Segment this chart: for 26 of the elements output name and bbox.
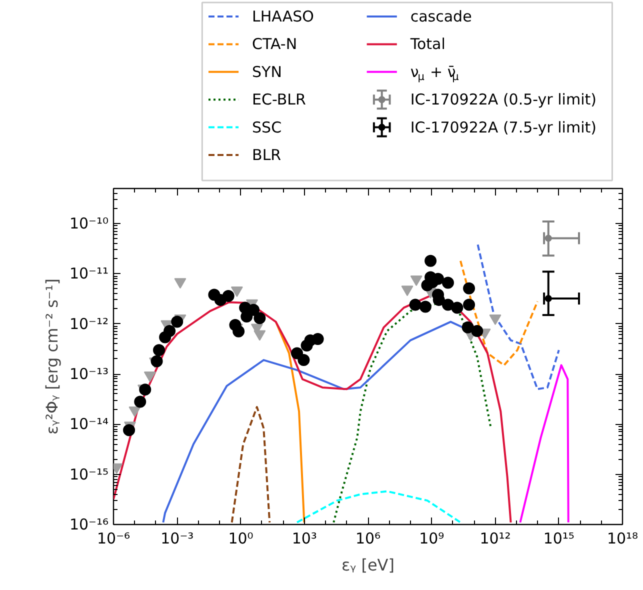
x-tick-label: 10⁶ xyxy=(355,530,381,548)
x-tick-label: 10⁰ xyxy=(228,530,254,548)
x-axis-title: εᵧ [eV] xyxy=(342,556,394,574)
y-tick-label: 10⁻¹⁰ xyxy=(69,214,108,233)
y-axis-title: εᵧ²Φᵧ [erg cm⁻² s⁻¹] xyxy=(42,278,62,435)
legend-label: SSC xyxy=(252,118,282,136)
y-tick-label: 10⁻¹⁴ xyxy=(69,415,108,434)
x-tick-label: 10⁹ xyxy=(419,530,444,548)
legend-label: Total xyxy=(409,35,446,54)
y-tick-label: 10⁻¹¹ xyxy=(69,264,108,283)
x-tick-label: 10³ xyxy=(292,530,317,548)
x-tick-label: 10¹² xyxy=(480,530,511,548)
legend-label: CTA-N xyxy=(252,35,298,54)
legend-label: cascade xyxy=(410,8,472,26)
legend-label: IC-170922A (0.5-yr limit) xyxy=(410,90,596,109)
y-tick-label: 10⁻¹⁵ xyxy=(69,465,108,484)
y-tick-label: 10⁻¹² xyxy=(69,314,108,333)
y-tick-label: 10⁻¹³ xyxy=(69,365,108,384)
legend-label: BLR xyxy=(252,146,282,164)
x-tick-label: 10¹⁸ xyxy=(606,530,638,548)
x-tick-label: 10⁻³ xyxy=(160,530,194,548)
x-tick-label: 10¹⁵ xyxy=(543,530,574,548)
legend-label: SYN xyxy=(252,62,282,81)
legend-label: IC-170922A (7.5-yr limit) xyxy=(410,118,596,136)
legend-label: LHAASO xyxy=(252,8,314,26)
legend-label: EC-BLR xyxy=(252,90,306,109)
